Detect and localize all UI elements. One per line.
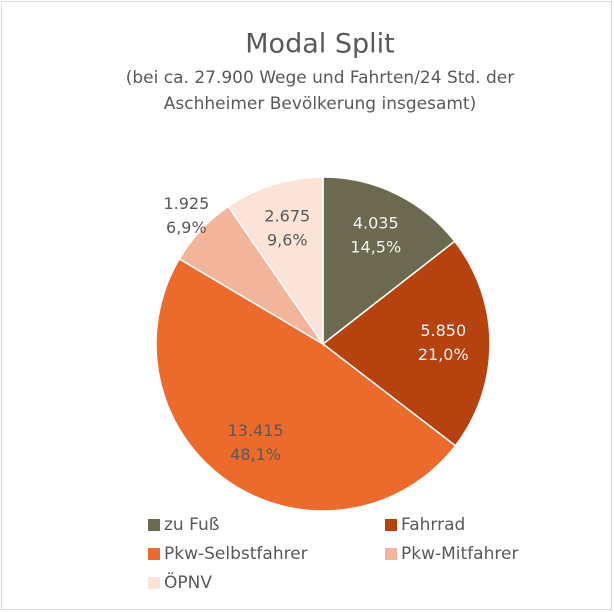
legend-label: zu Fuß [164,515,219,535]
legend-label: Fahrrad [401,515,465,535]
data-label: 5.850 [420,321,466,340]
legend-swatch [148,519,160,531]
legend-swatch [385,519,397,531]
data-label: 21,0% [418,345,469,364]
data-label: 9,6% [267,231,308,250]
data-label: 2.675 [264,207,310,226]
data-label: 1.925 [163,194,209,213]
pie-slice [155,257,457,512]
chart-subtitle: (bei ca. 27.900 Wege und Fahrten/24 Std.… [126,68,515,88]
legend-swatch [148,577,160,589]
legend-label: Pkw-Selbstfahrer [164,544,308,564]
chart-title: Modal Split [245,29,394,60]
legend-label: ÖPNV [164,571,212,593]
pie-slice [227,176,324,347]
legend-swatch [385,548,397,560]
pie-slice [321,240,491,447]
data-label: 13.415 [228,421,284,440]
legend-swatch [148,548,160,560]
chart-subtitle: Aschheimer Bevölkerung insgesamt) [164,94,476,114]
data-label: 14,5% [350,237,401,256]
data-label: 6,9% [166,218,207,237]
data-label: 4.035 [353,213,399,232]
data-label: 48,1% [230,445,281,464]
pie-slice [322,176,456,346]
legend-label: Pkw-Mitfahrer [401,544,518,564]
